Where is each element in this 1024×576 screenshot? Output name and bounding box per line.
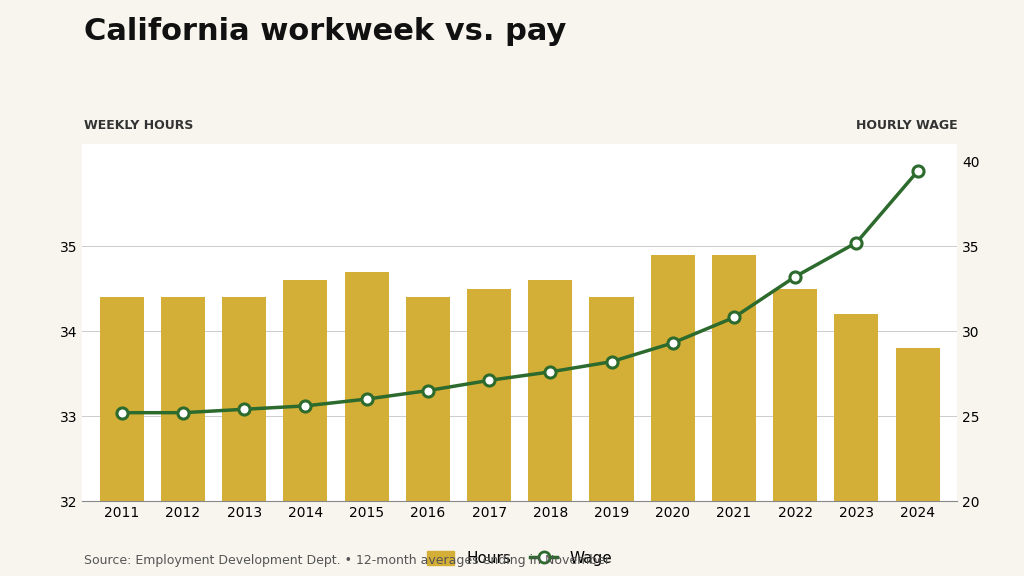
Bar — [835, 314, 879, 576]
Bar — [345, 271, 389, 576]
Bar — [712, 255, 756, 576]
Bar — [896, 348, 940, 576]
Text: HOURLY WAGE: HOURLY WAGE — [856, 119, 957, 132]
Bar — [773, 289, 817, 576]
Bar — [406, 297, 450, 576]
Legend: Hours, Wage: Hours, Wage — [421, 545, 618, 572]
Bar — [650, 255, 695, 576]
Bar — [467, 289, 511, 576]
Text: Source: Employment Development Dept. • 12-month averages ending in November: Source: Employment Development Dept. • 1… — [84, 554, 610, 567]
Bar — [99, 297, 143, 576]
Bar — [590, 297, 634, 576]
Bar — [222, 297, 266, 576]
Text: California workweek vs. pay: California workweek vs. pay — [84, 17, 566, 46]
Bar — [284, 280, 328, 576]
Bar — [528, 280, 572, 576]
Text: WEEKLY HOURS: WEEKLY HOURS — [84, 119, 194, 132]
Bar — [161, 297, 205, 576]
